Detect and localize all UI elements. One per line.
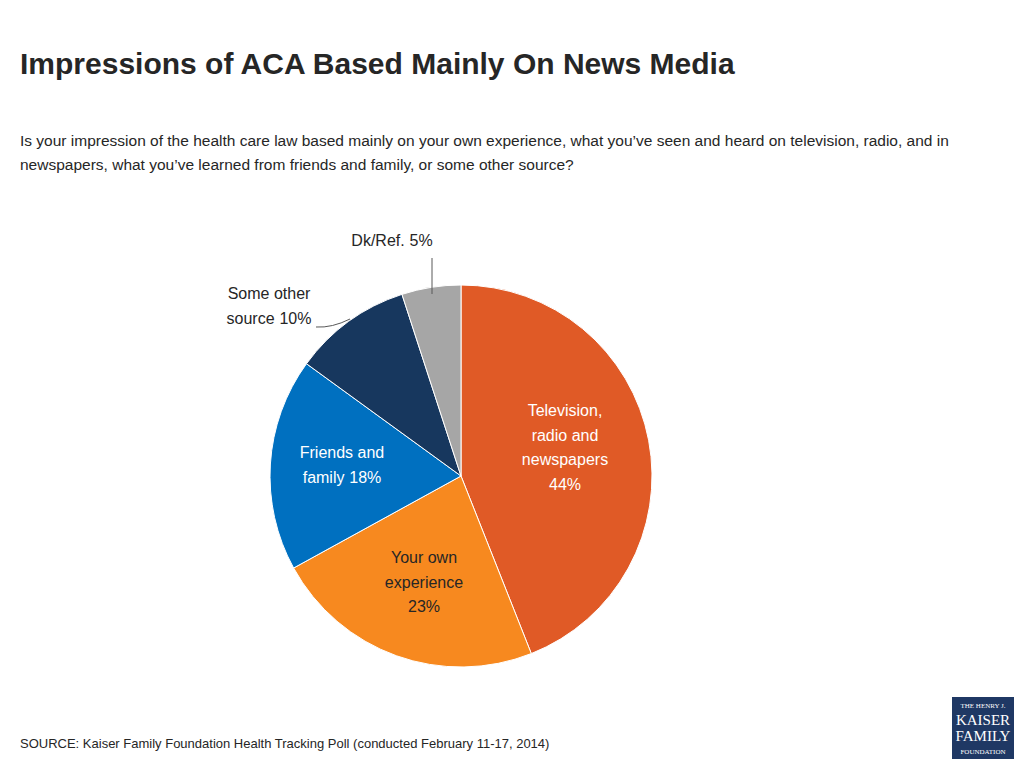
subtitle-line: Is your impression of the health care la… (20, 132, 949, 149)
logo-text: THE HENRY J. (960, 702, 1005, 710)
value-label: 18% (349, 469, 381, 486)
category-label: Dk/Ref. (351, 232, 404, 249)
data-label: Your own experience 23% (385, 549, 463, 615)
category-label: experience (385, 574, 463, 591)
category-label: source (227, 310, 275, 327)
leader-line (316, 319, 350, 327)
category-label: Television, (528, 402, 603, 419)
logo-text: FAMILY (956, 728, 1011, 744)
data-label: Some other source10% (227, 285, 312, 327)
category-label: radio and (532, 427, 599, 444)
data-label: Dk/Ref. 5% (351, 232, 432, 249)
pie (270, 285, 652, 667)
subtitle-line: newspapers, what you’ve learned from fri… (20, 156, 574, 173)
title: Impressions of ACA Based Mainly On News … (20, 47, 735, 80)
value-label: 44% (549, 476, 581, 493)
pie-slice (402, 285, 461, 476)
subtitle: Is your impression of the health care la… (20, 132, 949, 173)
leader-line (432, 258, 433, 294)
data-label: Television, radio and newspapers 44% (522, 402, 608, 493)
value-label: 5% (410, 232, 433, 249)
source: SOURCE: Kaiser Family Foundation Health … (20, 736, 549, 751)
data-label: Friends and family18% (300, 444, 385, 486)
logo-text: FOUNDATION (960, 748, 1005, 756)
category-label: Your own (391, 549, 457, 566)
category-label: Some other (228, 285, 311, 302)
value-label: 10% (279, 310, 311, 327)
value-label: 23% (408, 598, 440, 615)
logo-text: KAISER (956, 712, 1010, 728)
category-label: newspapers (522, 451, 608, 468)
logo: THE HENRY J. KAISERFAMILY FOUNDATION (952, 697, 1014, 759)
chart: Impressions of ACA Based Mainly On News … (0, 0, 1024, 768)
category-label: Friends and (300, 444, 385, 461)
logo-box (952, 697, 1014, 759)
category-label: family (303, 469, 345, 486)
